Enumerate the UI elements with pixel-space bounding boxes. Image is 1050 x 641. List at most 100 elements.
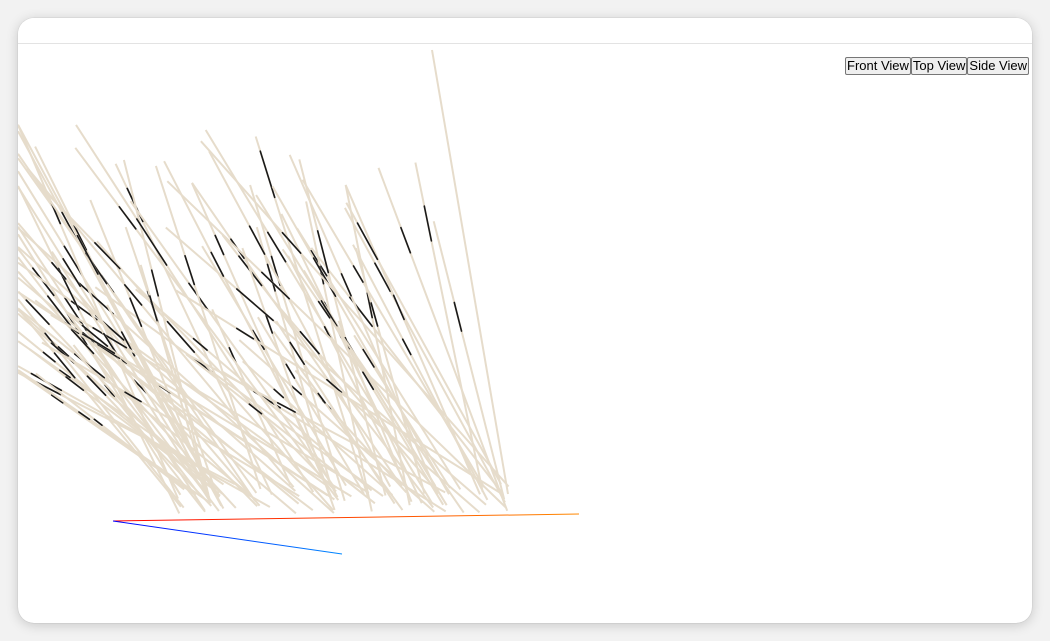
hair-strand-dark-segment <box>320 300 338 327</box>
hair-strand-dark-segment <box>94 242 121 270</box>
hair-strand-dark-segment <box>261 271 291 300</box>
hair-strand <box>321 305 445 506</box>
hair-strand <box>208 150 392 488</box>
hair-strand <box>298 159 387 496</box>
hair-strand-dark-segment <box>352 265 364 283</box>
hair-strand-dark-segment <box>276 401 296 413</box>
hair-strand-dark-segment <box>236 288 274 322</box>
hair-strand <box>281 248 465 514</box>
hair-strand-dark-segment <box>81 324 109 347</box>
hair-strand-dark-segment <box>51 261 67 280</box>
hair-strand-dark-segment <box>46 295 72 327</box>
hair-strand <box>40 187 337 493</box>
hair-strand <box>352 244 489 501</box>
3d-viewport[interactable] <box>18 44 1032 623</box>
app-window: Front View Top View Side View <box>18 18 1032 623</box>
hair-strand-dark-segment <box>248 225 266 255</box>
hair-strand <box>18 369 212 504</box>
hair-strand-dark-segment <box>62 258 82 287</box>
hair-strand <box>241 247 336 511</box>
hair-strand <box>18 185 181 514</box>
hair-strand <box>18 308 182 508</box>
hair-strand-dark-segment <box>356 222 379 261</box>
hair-strand <box>242 360 394 496</box>
hair-strand <box>185 353 376 505</box>
hair-strand-dark-segment <box>362 371 375 391</box>
hair-strand-dark-segment <box>118 206 137 230</box>
hair-strand-dark-segment <box>70 328 95 355</box>
hair-strand-dark-segment <box>266 263 276 292</box>
hair-strand <box>191 182 403 487</box>
hair-strand-dark-segment <box>317 300 331 319</box>
hair-strand-dark-segment <box>400 226 412 254</box>
hair-strand-dark-segment <box>86 375 107 397</box>
hair-strand <box>163 160 339 498</box>
hair-strand-dark-segment <box>401 338 412 356</box>
hair-strand-dark-segment <box>267 231 287 263</box>
hair-strand <box>41 341 300 497</box>
hair-strand <box>287 255 410 490</box>
hair-strand-dark-segment <box>92 326 128 349</box>
hair-strand <box>122 159 210 495</box>
hair-strand-dark-segment <box>65 376 85 392</box>
hair-strand-dark-segment <box>259 150 276 199</box>
hair-strand-dark-segment <box>252 329 265 351</box>
hair-strand-dark-segment <box>214 234 225 256</box>
hair-strand-dark-segment <box>124 284 143 306</box>
hair-strand-dark-segment <box>192 337 208 351</box>
hair-strand-dark-segment <box>150 269 159 297</box>
hair-strand-dark-segment <box>78 282 114 315</box>
hair-strand <box>29 348 220 495</box>
hair-strand-dark-segment <box>149 295 158 322</box>
scene-canvas[interactable] <box>18 44 1032 623</box>
x-axis <box>112 513 580 522</box>
hair-strand-dark-segment <box>25 299 50 326</box>
hair-strand-dark-segment <box>317 392 326 404</box>
hair-strand <box>129 200 337 490</box>
hair-strand-dark-segment <box>316 230 330 274</box>
hair-strand <box>185 352 446 494</box>
hair-strand-dark-segment <box>58 369 71 379</box>
hair-strand-dark-segment <box>124 391 142 403</box>
front-view-button[interactable]: Front View <box>845 57 911 75</box>
hair-strand <box>166 180 508 509</box>
hair-strand-dark-segment <box>289 341 306 366</box>
hair-strand-dark-segment <box>374 262 392 292</box>
hair-strand-dark-segment <box>362 348 375 368</box>
hair-strand-dark-segment <box>285 363 296 379</box>
side-view-button[interactable]: Side View <box>967 57 1029 75</box>
hair-strand-dark-segment <box>392 294 405 321</box>
hair-strand <box>74 147 340 501</box>
hair-strand-dark-segment <box>129 297 143 328</box>
top-view-button[interactable]: Top View <box>910 57 968 75</box>
hair-strand-dark-segment <box>423 205 433 242</box>
hair-strand <box>35 372 185 491</box>
hair-strand <box>18 246 296 492</box>
hair-strand-dark-segment <box>50 394 64 404</box>
hair-strand <box>249 184 346 502</box>
hair-strand <box>175 289 502 494</box>
hair-strand <box>337 320 413 503</box>
hair-strand-dark-segment <box>210 251 225 277</box>
hair-strand-dark-segment <box>370 302 379 327</box>
axes-group <box>112 44 580 555</box>
hair-strand <box>200 140 510 488</box>
hair-strand <box>310 247 504 495</box>
hair-strand <box>257 316 365 495</box>
hair-strand <box>18 124 179 499</box>
hair-strand <box>431 49 509 495</box>
hair-strand <box>18 186 208 490</box>
hair-strand <box>354 247 426 494</box>
hair-strand-dark-segment <box>53 352 76 379</box>
z-axis <box>112 520 343 555</box>
hair-strand <box>305 201 373 512</box>
hair-strand-dark-segment <box>42 351 56 363</box>
hair-strand <box>432 220 506 500</box>
hair-strand-dark-segment <box>236 327 255 340</box>
hair-strand <box>75 124 315 493</box>
hair-strand <box>124 226 218 495</box>
hair-strand <box>18 340 225 486</box>
hair-strand-dark-segment <box>166 320 196 354</box>
hair-strand <box>34 299 314 511</box>
hair-strand <box>377 167 509 512</box>
